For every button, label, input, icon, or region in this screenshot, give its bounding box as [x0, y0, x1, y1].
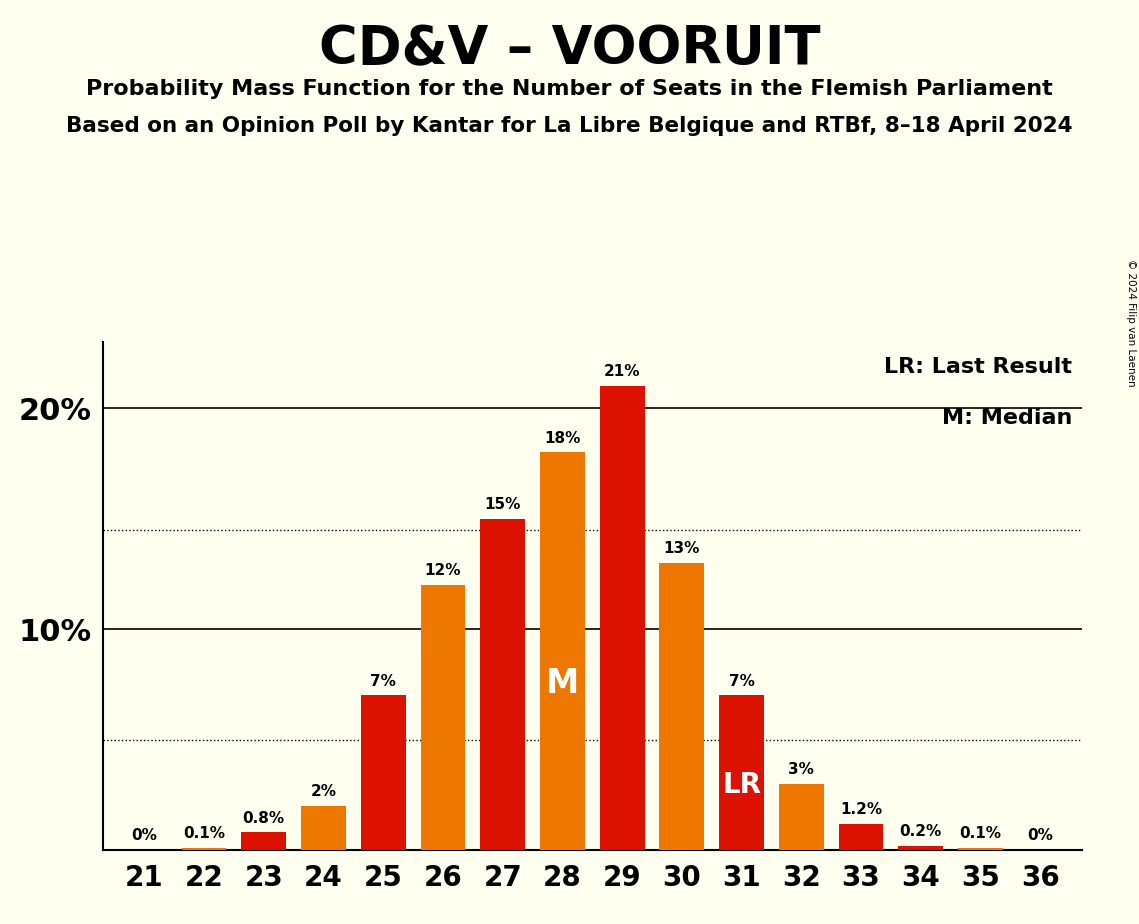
Text: M: M: [546, 666, 579, 699]
Text: 3%: 3%: [788, 762, 814, 777]
Bar: [361, 696, 405, 850]
Bar: [779, 784, 823, 850]
Text: 15%: 15%: [484, 497, 521, 512]
Text: 18%: 18%: [544, 431, 581, 445]
Text: LR: Last Result: LR: Last Result: [884, 358, 1072, 377]
Text: 0.1%: 0.1%: [183, 826, 226, 841]
Text: 1.2%: 1.2%: [839, 802, 882, 817]
Bar: [181, 848, 227, 850]
Text: 0.8%: 0.8%: [243, 810, 285, 826]
Bar: [241, 833, 286, 850]
Text: M: Median: M: Median: [942, 408, 1072, 428]
Bar: [481, 518, 525, 850]
Text: 7%: 7%: [729, 674, 754, 688]
Bar: [958, 848, 1003, 850]
Bar: [301, 806, 346, 850]
Text: 0%: 0%: [1027, 829, 1054, 844]
Text: © 2024 Filip van Laenen: © 2024 Filip van Laenen: [1126, 259, 1136, 386]
Bar: [899, 845, 943, 850]
Text: 0.2%: 0.2%: [900, 824, 942, 839]
Text: Probability Mass Function for the Number of Seats in the Flemish Parliament: Probability Mass Function for the Number…: [87, 79, 1052, 99]
Text: Based on an Opinion Poll by Kantar for La Libre Belgique and RTBf, 8–18 April 20: Based on an Opinion Poll by Kantar for L…: [66, 116, 1073, 136]
Bar: [838, 823, 884, 850]
Bar: [659, 563, 704, 850]
Bar: [600, 386, 645, 850]
Bar: [719, 696, 764, 850]
Text: LR: LR: [722, 772, 761, 799]
Text: 21%: 21%: [604, 364, 640, 380]
Bar: [420, 585, 466, 850]
Text: 13%: 13%: [664, 541, 700, 556]
Text: 7%: 7%: [370, 674, 396, 688]
Text: 0%: 0%: [131, 829, 157, 844]
Text: 0.1%: 0.1%: [959, 826, 1001, 841]
Text: 2%: 2%: [311, 784, 336, 799]
Bar: [540, 453, 584, 850]
Text: CD&V – VOORUIT: CD&V – VOORUIT: [319, 23, 820, 75]
Text: 12%: 12%: [425, 564, 461, 578]
